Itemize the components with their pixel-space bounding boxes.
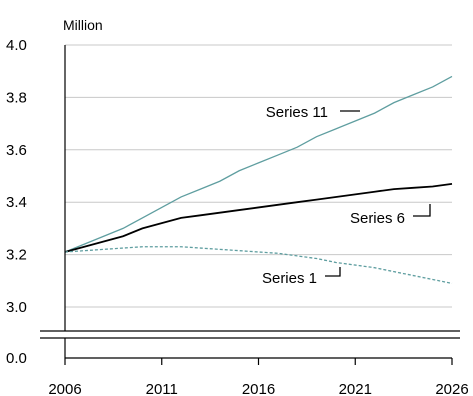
series-leader-line xyxy=(325,267,341,277)
series-line xyxy=(64,246,453,285)
x-tick-label: 2016 xyxy=(242,381,275,396)
y-tick-label: 3.4 xyxy=(6,194,27,211)
axis-layer xyxy=(40,45,460,365)
series-line xyxy=(64,75,453,253)
y-zero-label: 0.0 xyxy=(6,350,27,367)
y-tick-label: 3.8 xyxy=(6,89,27,106)
grid xyxy=(65,44,452,308)
y-tick-label: 4.0 xyxy=(6,37,27,54)
unit-label: Million xyxy=(63,17,103,33)
series-label: Series 11 xyxy=(266,104,328,121)
series-leader-line xyxy=(413,204,431,217)
series-label: Series 6 xyxy=(350,210,405,227)
y-tick-label: 3.6 xyxy=(6,142,27,159)
x-tick-label: 2011 xyxy=(146,381,178,396)
y-tick-label: 3.2 xyxy=(6,247,27,264)
x-tick-label: 2021 xyxy=(339,381,372,396)
series-line xyxy=(64,182,453,253)
series-label: Series 1 xyxy=(262,270,317,287)
series-layer xyxy=(64,75,453,285)
y-tick-label: 3.0 xyxy=(6,299,27,316)
x-tick-label: 2006 xyxy=(48,381,81,396)
label-layer: 3.0 3.2 3.4 3.6 3.8 4.0 0.0 2006 2011 2016 2021 202… xyxy=(6,37,469,396)
x-tick-label: 2026 xyxy=(435,381,468,396)
